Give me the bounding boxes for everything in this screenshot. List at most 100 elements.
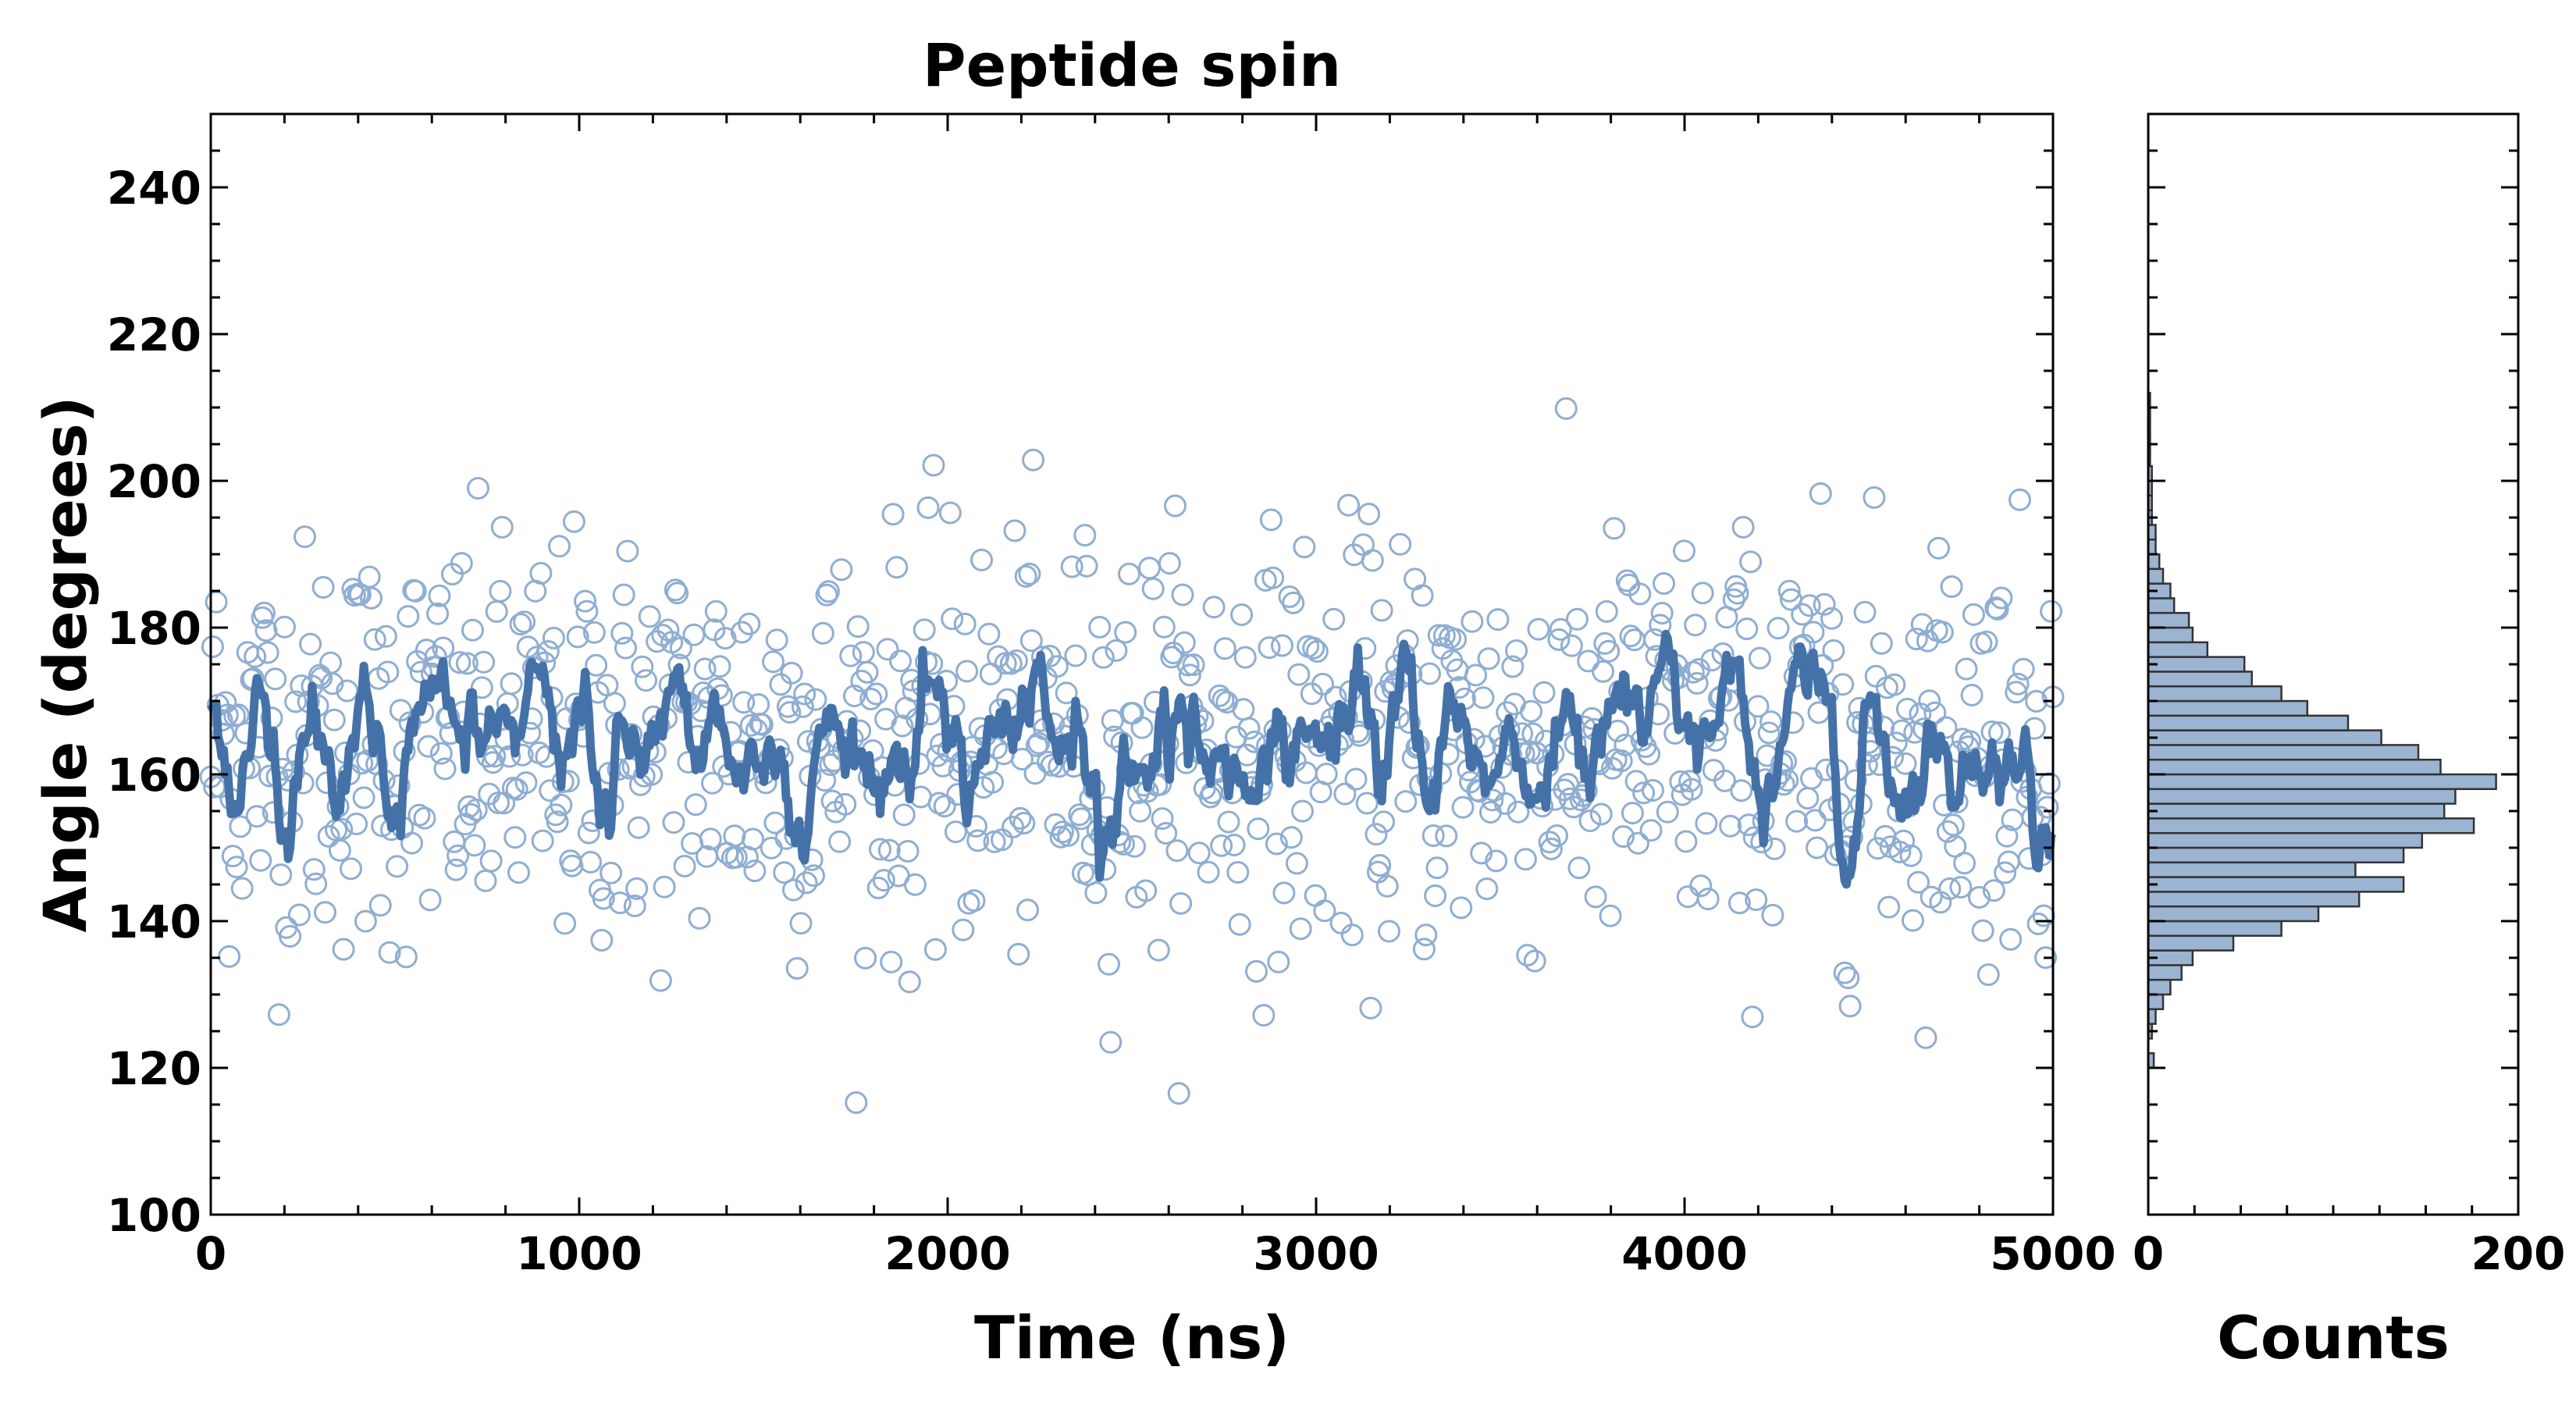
scatter-point <box>345 813 368 835</box>
scatter-point <box>1791 603 1814 626</box>
x-axis-label: Time (ns) <box>974 1303 1290 1372</box>
scatter-point <box>574 589 597 613</box>
scatter-point <box>590 929 614 952</box>
scatter-point <box>254 619 278 642</box>
histogram-tick-labels: 0 200 <box>2133 1227 2566 1280</box>
scatter-point <box>358 565 381 589</box>
scatter-point <box>1656 800 1679 824</box>
scatter-point <box>1577 649 1600 673</box>
scatter-point <box>1567 856 1591 880</box>
scatter-point <box>1833 961 1856 984</box>
x-tick-label: 3000 <box>1253 1227 1379 1280</box>
scatter-point <box>1427 624 1450 647</box>
scatter-point <box>1822 639 1845 662</box>
scatter-point <box>762 650 785 674</box>
scatter-point <box>603 692 626 715</box>
histogram-bar <box>2147 817 2475 834</box>
scatter-point <box>1378 920 1400 943</box>
scatter-point <box>340 857 362 881</box>
scatter-point <box>1837 966 1860 990</box>
scatter-point <box>1584 885 1607 909</box>
scatter-point <box>846 615 870 639</box>
scatter-point <box>1084 881 1108 905</box>
scatter-point <box>363 628 386 651</box>
scatter-point <box>1941 813 1965 837</box>
scatter-point <box>321 672 344 696</box>
y-tick-label: 120 <box>107 1042 201 1095</box>
scatter-point <box>600 861 623 884</box>
histogram-bar <box>2147 802 2446 820</box>
scatter-point <box>866 877 890 899</box>
scatter-point <box>1923 701 1947 724</box>
scatter-point <box>1394 790 1418 813</box>
scatter-point <box>455 652 479 675</box>
scatter-point <box>938 501 962 525</box>
scatter-point <box>745 718 768 742</box>
y-tick-label: 100 <box>107 1189 201 1242</box>
scatter-point <box>218 945 241 968</box>
scatter-point <box>1621 802 1644 825</box>
scatter-point <box>742 827 764 851</box>
scatter-point <box>1340 923 1364 947</box>
scatter-point <box>612 583 635 607</box>
scatter-point <box>1763 837 1786 860</box>
scatter-point <box>1960 684 1984 706</box>
scatter-point <box>1737 813 1760 837</box>
scatter-point <box>739 713 763 737</box>
scatter-point <box>1411 584 1434 607</box>
scatter-point <box>1088 615 1112 639</box>
y-tick-label: 160 <box>107 749 201 802</box>
scatter-point <box>374 624 397 648</box>
scatter-point <box>1678 770 1702 793</box>
scatter-point <box>1796 787 1820 810</box>
scatter-point <box>1311 672 1334 696</box>
scatter-point <box>479 849 503 873</box>
scatter-point <box>682 623 706 646</box>
histogram-bar <box>2147 597 2176 614</box>
scatter-point <box>1997 850 2020 874</box>
scatter-point <box>249 849 272 872</box>
scatter-point <box>1988 721 2011 744</box>
scatter-point <box>1899 844 1923 867</box>
scatter-point <box>1905 628 1928 651</box>
scatter-point <box>1287 663 1311 686</box>
scatter-point <box>1844 769 1867 792</box>
histogram-bar <box>2147 656 2246 673</box>
scatter-point <box>575 600 599 623</box>
scatter-point <box>1623 628 1646 652</box>
scatter-point <box>1027 731 1051 755</box>
scatter-point <box>1514 848 1537 871</box>
x-tick-label: 5000 <box>1990 1227 2115 1280</box>
scatter-point <box>417 735 440 758</box>
scatter-point <box>891 714 914 738</box>
histogram-bar <box>2147 978 2172 996</box>
x-tick-label: 2000 <box>884 1227 1010 1280</box>
scatter-point <box>1907 870 1930 894</box>
scatter-point <box>304 872 328 895</box>
scatter-point <box>592 887 615 910</box>
scatter-point <box>723 824 746 848</box>
scatter-point <box>872 869 895 892</box>
scatter-point <box>802 864 825 888</box>
scatter-point <box>1315 763 1338 785</box>
scatter-point <box>635 669 657 692</box>
scatter-point <box>1418 662 1441 685</box>
scatter-point <box>1628 582 1652 606</box>
scatter-point <box>536 640 560 663</box>
scatter-point <box>1114 621 1137 644</box>
scatter-point <box>1938 877 1962 900</box>
scatter-point <box>1713 769 1736 792</box>
scatter-point <box>944 820 967 844</box>
scatter-point <box>708 655 731 678</box>
scatter-point <box>1302 636 1325 660</box>
scatter-point <box>1016 898 1039 922</box>
scatter-point <box>625 877 649 900</box>
scatter-point <box>1208 684 1231 707</box>
scatter-point <box>1064 644 1087 667</box>
chart-title: Peptide spin <box>923 30 1341 100</box>
scatter-point <box>1329 912 1353 934</box>
scatter-point <box>1475 877 1499 901</box>
scatter-point <box>1009 806 1032 830</box>
